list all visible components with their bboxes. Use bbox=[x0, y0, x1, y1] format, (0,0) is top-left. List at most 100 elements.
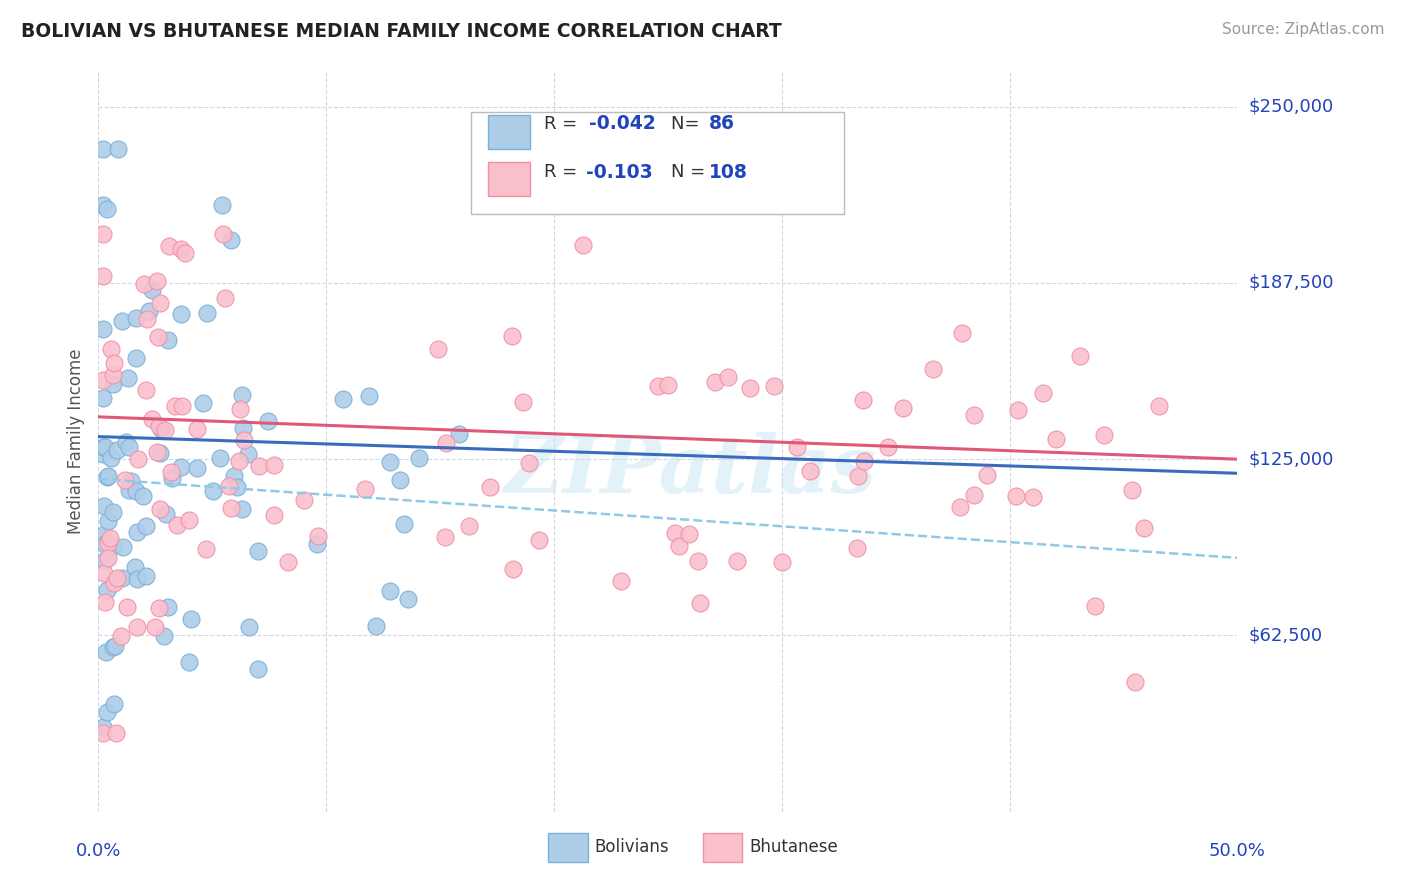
Point bbox=[380, 584, 402, 599]
Point bbox=[125, 311, 148, 326]
Point bbox=[94, 645, 117, 659]
Point bbox=[172, 399, 194, 413]
Point bbox=[148, 601, 170, 615]
Point bbox=[1032, 386, 1054, 401]
Point bbox=[388, 473, 411, 487]
Point bbox=[1007, 403, 1029, 417]
Point bbox=[100, 342, 122, 356]
Point bbox=[94, 553, 117, 567]
Point bbox=[148, 418, 170, 433]
Point bbox=[257, 414, 280, 428]
Point bbox=[307, 529, 329, 543]
Point bbox=[1021, 490, 1043, 504]
Point bbox=[91, 142, 114, 156]
Point bbox=[891, 401, 914, 415]
Text: 108: 108 bbox=[709, 162, 748, 182]
Point bbox=[392, 516, 415, 531]
Point bbox=[112, 540, 135, 554]
Point bbox=[433, 530, 456, 544]
Point bbox=[96, 202, 118, 217]
Point bbox=[1045, 432, 1067, 446]
Point bbox=[97, 536, 120, 550]
Point bbox=[91, 720, 114, 734]
Point bbox=[1147, 399, 1170, 413]
Point bbox=[156, 333, 179, 347]
Point bbox=[668, 539, 690, 553]
Point bbox=[91, 227, 114, 241]
Text: R =: R = bbox=[544, 163, 583, 181]
Point bbox=[852, 393, 875, 408]
Point bbox=[170, 307, 193, 321]
Point bbox=[118, 440, 141, 454]
Point bbox=[135, 568, 157, 582]
Text: Bolivians: Bolivians bbox=[595, 838, 669, 856]
Point bbox=[166, 518, 188, 533]
Point bbox=[138, 303, 160, 318]
Point bbox=[115, 599, 138, 614]
Point bbox=[202, 484, 225, 499]
Point bbox=[219, 233, 242, 247]
Y-axis label: Median Family Income: Median Family Income bbox=[66, 349, 84, 534]
Point bbox=[247, 458, 270, 473]
Text: $125,000: $125,000 bbox=[1249, 450, 1334, 468]
Point bbox=[91, 322, 114, 336]
Point bbox=[91, 440, 114, 454]
Point bbox=[93, 725, 115, 739]
Point bbox=[434, 436, 457, 450]
Point bbox=[96, 470, 118, 484]
Point bbox=[1084, 599, 1107, 613]
Point bbox=[103, 505, 125, 519]
Point bbox=[96, 705, 118, 719]
Point bbox=[846, 541, 869, 555]
Point bbox=[114, 473, 136, 487]
Point bbox=[229, 402, 252, 417]
Point bbox=[149, 446, 172, 460]
Text: $62,500: $62,500 bbox=[1249, 626, 1323, 644]
Point bbox=[177, 513, 200, 527]
Point bbox=[110, 313, 132, 327]
Text: Source: ZipAtlas.com: Source: ZipAtlas.com bbox=[1222, 22, 1385, 37]
Text: $250,000: $250,000 bbox=[1249, 97, 1334, 116]
Point bbox=[512, 395, 534, 409]
Point bbox=[479, 480, 502, 494]
Point bbox=[165, 400, 187, 414]
Point bbox=[211, 227, 233, 241]
Point bbox=[186, 460, 208, 475]
Point bbox=[717, 369, 740, 384]
Point bbox=[96, 469, 118, 483]
Point bbox=[877, 440, 900, 454]
Point bbox=[170, 242, 193, 256]
Point bbox=[664, 526, 686, 541]
Point bbox=[149, 502, 172, 516]
Point bbox=[103, 697, 125, 711]
Point bbox=[173, 246, 195, 260]
Point bbox=[853, 453, 876, 467]
Point bbox=[127, 572, 149, 586]
Point bbox=[610, 574, 633, 588]
Point bbox=[120, 474, 142, 488]
Point bbox=[305, 537, 328, 551]
Point bbox=[366, 619, 388, 633]
Point bbox=[232, 421, 254, 435]
Point bbox=[146, 330, 169, 344]
Point bbox=[211, 198, 233, 212]
Point bbox=[222, 469, 245, 483]
Point bbox=[97, 514, 120, 528]
Point bbox=[103, 356, 125, 370]
Point bbox=[332, 392, 354, 406]
Point bbox=[195, 542, 218, 557]
Point bbox=[236, 447, 259, 461]
Point bbox=[160, 470, 183, 484]
Point bbox=[117, 371, 139, 385]
Point bbox=[457, 519, 479, 533]
Point bbox=[186, 422, 208, 436]
Text: -0.042: -0.042 bbox=[589, 114, 655, 134]
Point bbox=[214, 291, 236, 305]
Point bbox=[962, 408, 984, 422]
Point bbox=[408, 451, 430, 466]
Point bbox=[156, 600, 179, 615]
Point bbox=[136, 311, 159, 326]
Point bbox=[91, 198, 114, 212]
Point bbox=[725, 554, 748, 568]
Point bbox=[263, 458, 285, 472]
